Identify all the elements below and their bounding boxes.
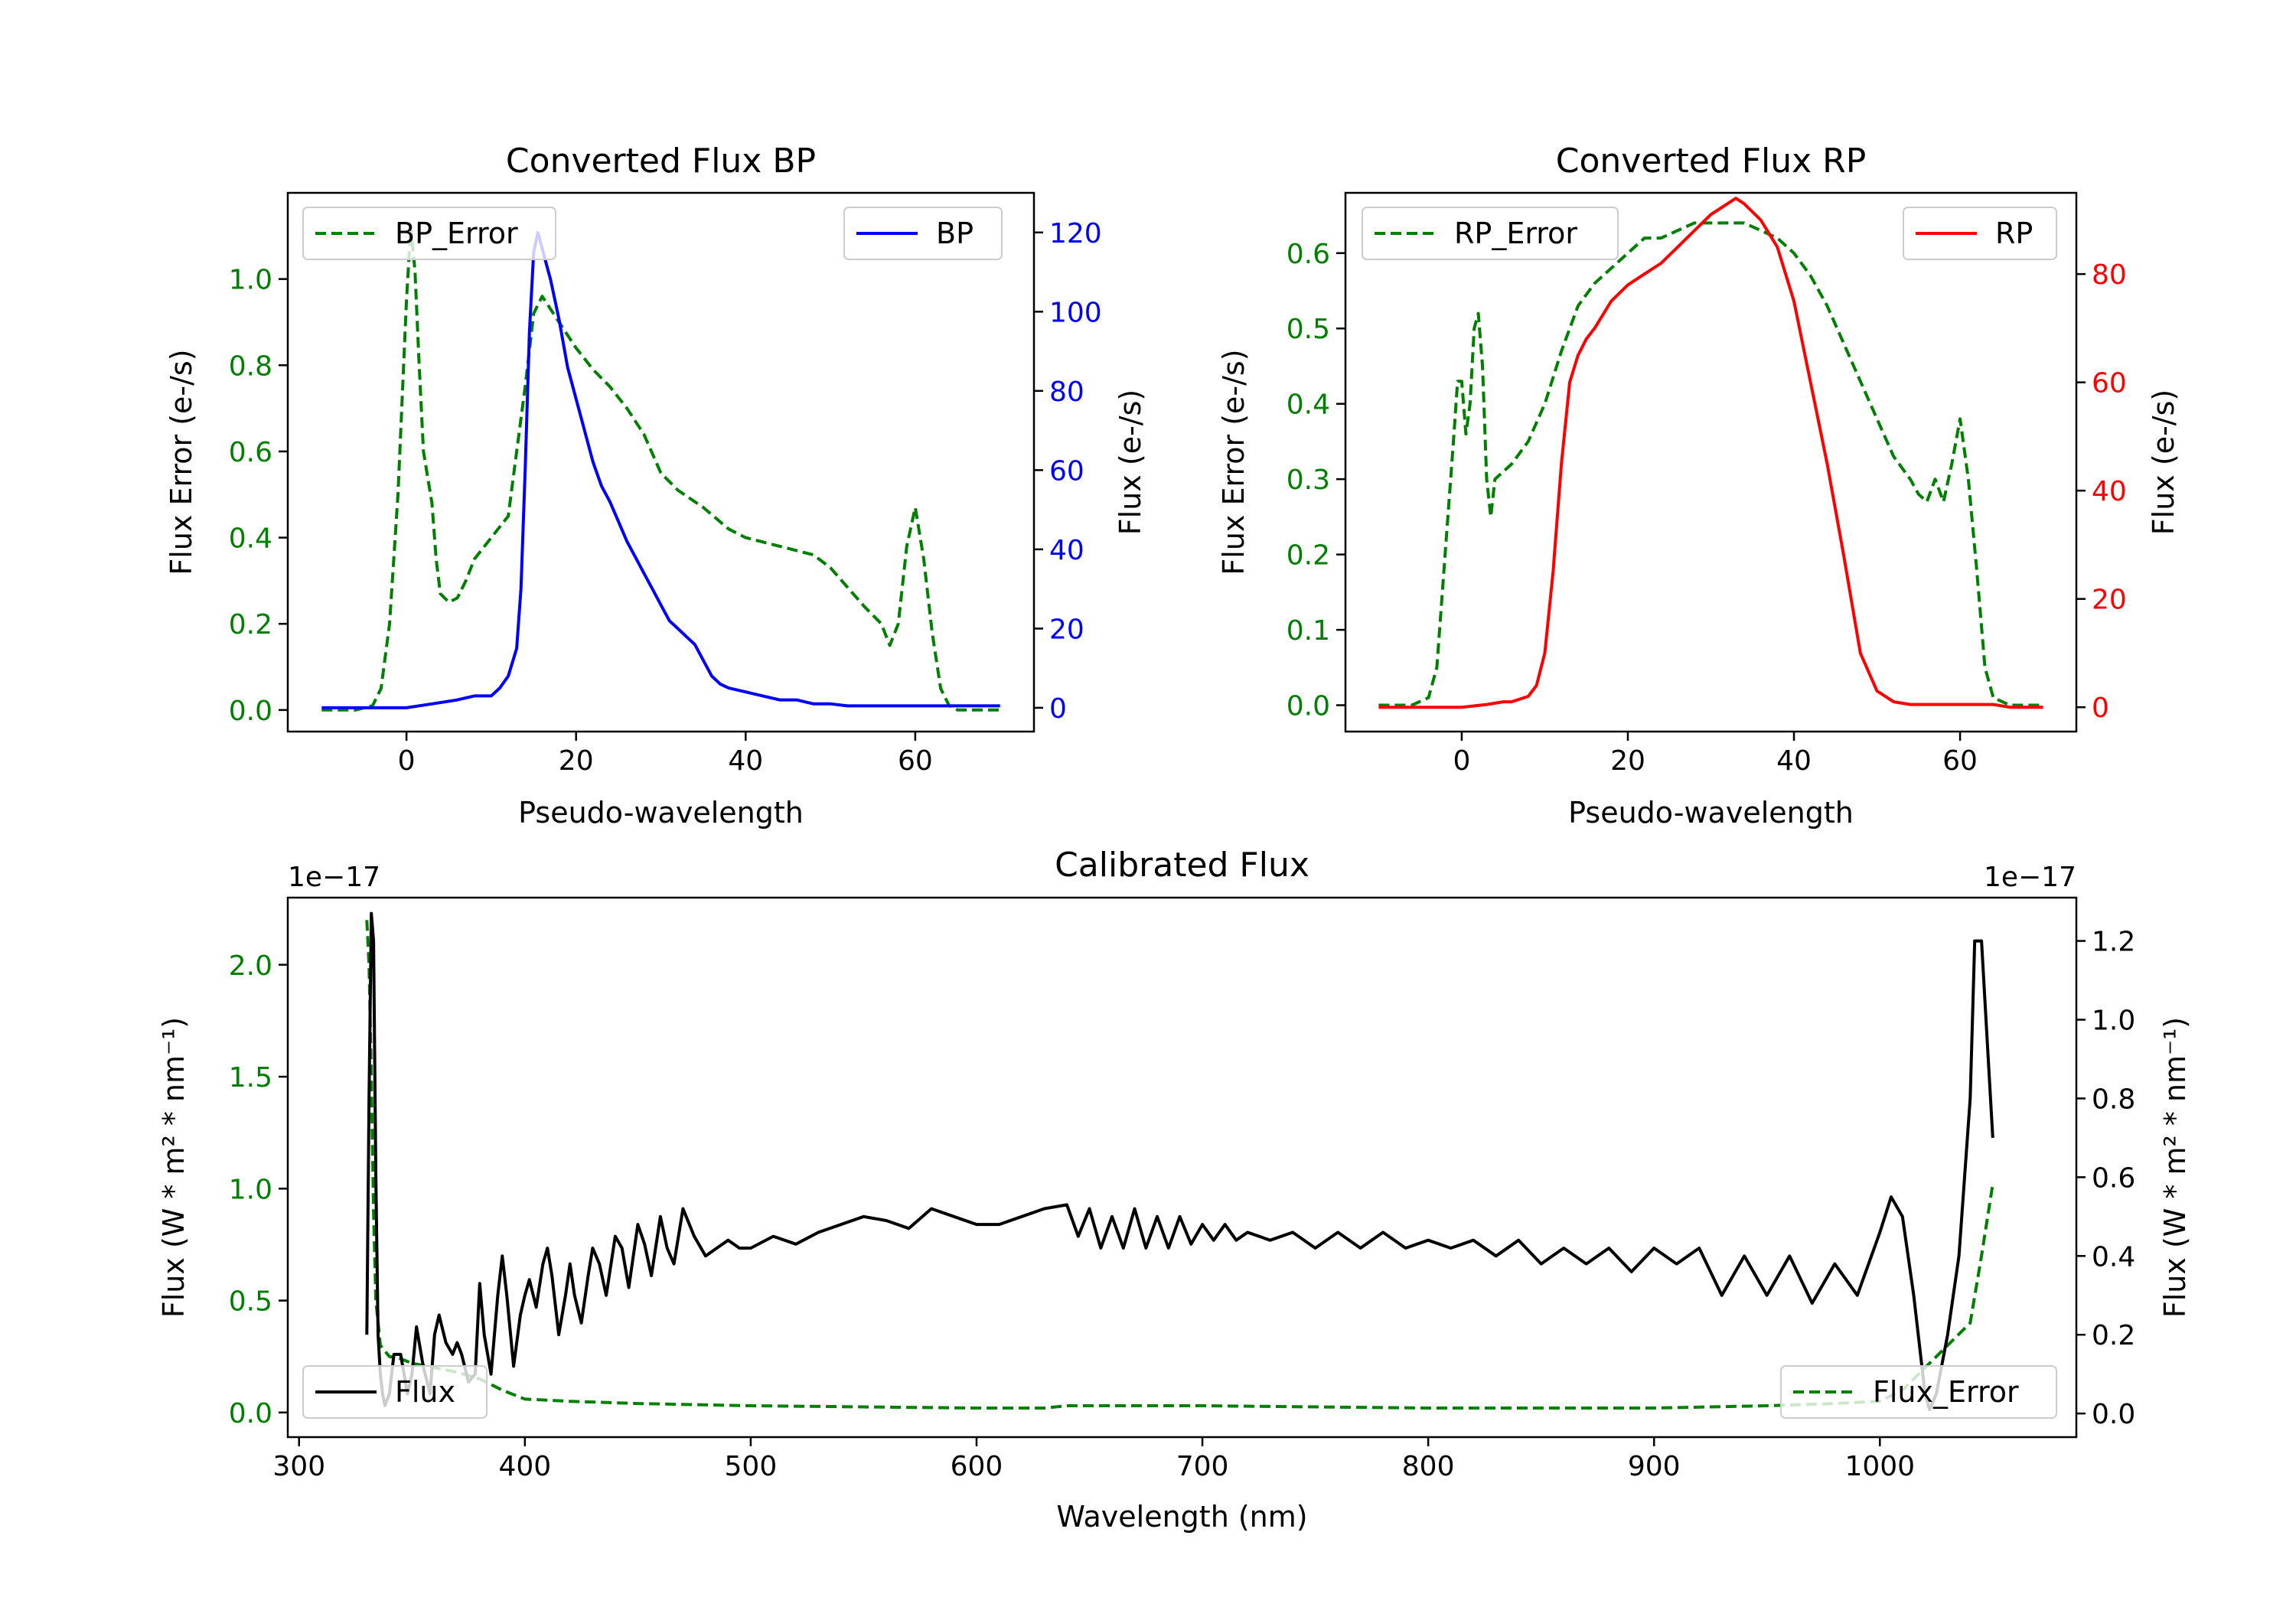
rp-x-axis-label: Pseudo-wavelength bbox=[1568, 796, 1854, 830]
rp-chart: Converted Flux RP Pseudo-wavelength Flux… bbox=[1217, 142, 2180, 830]
calibrated-right-tick-label: 1.0 bbox=[2092, 1006, 2135, 1037]
rp-series-rp bbox=[1378, 197, 2043, 709]
bp-x-tick-label: 40 bbox=[728, 745, 763, 777]
calibrated-legend-right-box bbox=[1780, 1365, 2057, 1419]
calibrated-left-axis-label: Flux (W * m² * nm⁻¹) bbox=[157, 1017, 191, 1318]
rp-left-tick-label: 0.0 bbox=[1287, 691, 1330, 722]
bp-left-tick-label: 0.4 bbox=[229, 523, 272, 555]
rp-right-axis-label: Flux (e-/s) bbox=[2147, 390, 2180, 535]
bp-x-tick-label: 20 bbox=[559, 745, 594, 777]
calibrated-plot-frame bbox=[286, 896, 2078, 1439]
rp-x-tick-label: 20 bbox=[1610, 745, 1645, 777]
bp-left-tick-label: 0.2 bbox=[229, 609, 272, 641]
calibrated-x-tick-label: 400 bbox=[498, 1451, 551, 1482]
calibrated-left-tick-label: 0.5 bbox=[229, 1286, 272, 1318]
bp-right-tick-label: 0 bbox=[1049, 693, 1067, 725]
rp-left-tick-label: 0.6 bbox=[1287, 239, 1330, 270]
bp-chart-title: Converted Flux BP bbox=[506, 142, 816, 181]
bp-left-tick-label: 1.0 bbox=[229, 265, 272, 296]
bp-left-tick-label: 0.8 bbox=[229, 350, 272, 382]
calibrated-chart-title: Calibrated Flux bbox=[1055, 846, 1309, 885]
calibrated-left-tick-label: 0.0 bbox=[229, 1398, 272, 1429]
calibrated-x-tick-label: 300 bbox=[272, 1451, 325, 1482]
rp-left-axis-label: Flux Error (e-/s) bbox=[1217, 349, 1251, 575]
rp-x-tick-label: 0 bbox=[1453, 745, 1470, 777]
calibrated-x-tick-label: 900 bbox=[1628, 1451, 1681, 1482]
rp-x-tick-label: 60 bbox=[1942, 745, 1978, 777]
bp-left-tick-label: 0.6 bbox=[229, 437, 272, 468]
rp-chart-title: Converted Flux RP bbox=[1556, 142, 1867, 181]
calibrated-chart: Calibrated Flux Wavelength (nm) Flux (W … bbox=[157, 846, 2192, 1534]
calibrated-right-tick-label: 0.4 bbox=[2092, 1241, 2135, 1273]
calibrated-right-tick-label: 0.0 bbox=[2092, 1399, 2135, 1430]
bp-x-tick-label: 0 bbox=[398, 745, 416, 777]
calibrated-right-offset-label: 1e−17 bbox=[1984, 862, 2076, 893]
bp-legend-left-label: BP_Error bbox=[395, 217, 518, 250]
calibrated-legend-left-box bbox=[302, 1365, 488, 1419]
rp-plot-frame bbox=[1344, 191, 2078, 733]
rp-series-rp-error bbox=[1378, 221, 2043, 707]
rp-right-tick-label: 40 bbox=[2092, 476, 2127, 507]
bp-x-tick-label: 60 bbox=[898, 745, 933, 777]
bp-chart: Converted Flux BP Pseudo-wavelength Flux… bbox=[165, 142, 1147, 830]
bp-right-tick-label: 60 bbox=[1049, 455, 1084, 487]
calibrated-series-flux bbox=[365, 911, 1994, 1411]
calibrated-left-tick-label: 1.0 bbox=[229, 1174, 272, 1205]
calibrated-right-tick-label: 1.2 bbox=[2092, 927, 2135, 958]
calibrated-x-tick-label: 700 bbox=[1176, 1451, 1229, 1482]
rp-left-tick-label: 0.4 bbox=[1287, 390, 1330, 421]
calibrated-right-axis-label: Flux (W * m² * nm⁻¹) bbox=[2158, 1017, 2192, 1318]
calibrated-right-tick-label: 0.8 bbox=[2092, 1084, 2135, 1115]
bp-series-bp-error bbox=[321, 226, 1000, 712]
rp-legend-left-label: RP_Error bbox=[1454, 217, 1577, 250]
bp-left-tick-label: 0.0 bbox=[229, 696, 272, 727]
bp-left-axis-label: Flux Error (e-/s) bbox=[165, 349, 198, 575]
bp-plot-frame bbox=[286, 191, 1035, 733]
calibrated-legend-right-label: Flux_Error bbox=[1873, 1375, 2019, 1409]
calibrated-left-tick-label: 1.5 bbox=[229, 1062, 272, 1094]
calibrated-x-tick-label: 500 bbox=[725, 1451, 778, 1482]
rp-legend-right-box bbox=[1903, 207, 2057, 260]
calibrated-legend-left-label: Flux bbox=[395, 1375, 455, 1409]
rp-legend-left-box bbox=[1362, 207, 1619, 260]
calibrated-x-axis-label: Wavelength (nm) bbox=[1056, 1500, 1307, 1534]
bp-right-tick-label: 80 bbox=[1049, 376, 1084, 408]
bp-right-axis-label: Flux (e-/s) bbox=[1114, 390, 1147, 535]
bp-legend-right-box bbox=[843, 207, 1003, 260]
rp-x-tick-label: 40 bbox=[1776, 745, 1812, 777]
rp-right-tick-label: 20 bbox=[2092, 585, 2127, 616]
rp-left-tick-label: 0.1 bbox=[1287, 615, 1330, 647]
rp-left-tick-label: 0.3 bbox=[1287, 464, 1330, 496]
bp-right-tick-label: 100 bbox=[1049, 297, 1102, 328]
rp-left-tick-label: 0.2 bbox=[1287, 540, 1330, 572]
bp-legend-right-label: BP bbox=[936, 217, 974, 250]
calibrated-x-tick-label: 800 bbox=[1402, 1451, 1455, 1482]
calibrated-x-tick-label: 600 bbox=[951, 1451, 1003, 1482]
rp-right-tick-label: 0 bbox=[2092, 693, 2109, 724]
rp-left-tick-label: 0.5 bbox=[1287, 314, 1330, 345]
bp-right-tick-label: 20 bbox=[1049, 614, 1084, 645]
bp-series-bp bbox=[321, 230, 1000, 709]
calibrated-left-offset-label: 1e−17 bbox=[288, 862, 380, 893]
calibrated-x-tick-label: 1000 bbox=[1844, 1451, 1915, 1482]
bp-legend-left-box bbox=[302, 207, 556, 260]
bp-x-axis-label: Pseudo-wavelength bbox=[518, 796, 804, 830]
bp-right-tick-label: 120 bbox=[1049, 218, 1102, 249]
rp-right-tick-label: 80 bbox=[2092, 259, 2127, 291]
bp-right-tick-label: 40 bbox=[1049, 535, 1084, 566]
calibrated-series-flux-error bbox=[365, 920, 1994, 1410]
calibrated-right-tick-label: 0.6 bbox=[2092, 1162, 2135, 1194]
rp-right-tick-label: 60 bbox=[2092, 368, 2127, 399]
calibrated-left-tick-label: 2.0 bbox=[229, 950, 272, 982]
rp-legend-right-label: RP bbox=[1995, 217, 2033, 250]
calibrated-right-tick-label: 0.2 bbox=[2092, 1320, 2135, 1351]
